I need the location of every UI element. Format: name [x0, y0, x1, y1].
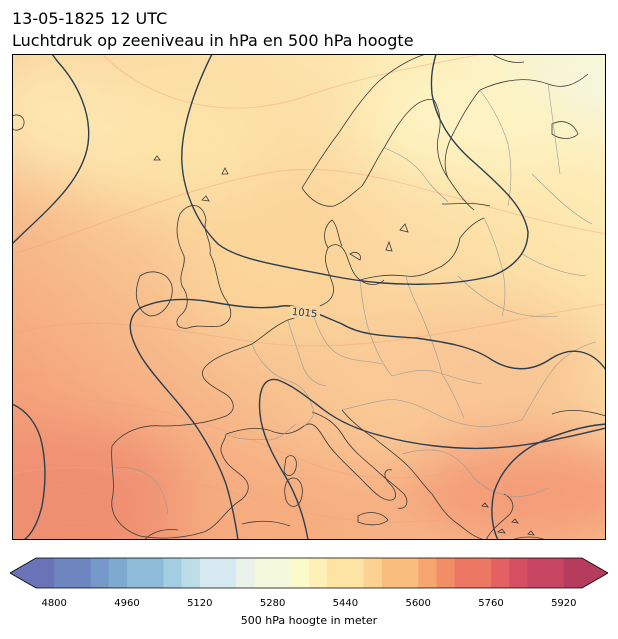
- colorbar-cell: [309, 558, 328, 588]
- colorbar-cell: [254, 558, 273, 588]
- colorbar-cell: [72, 558, 91, 588]
- colorbar-cell: [563, 558, 583, 588]
- colorbar-cell: [108, 558, 128, 588]
- colorbar-cell: [290, 558, 310, 588]
- weather-map: 1015: [12, 54, 606, 540]
- map-title-date: 13-05-1825 12 UTC: [12, 9, 168, 28]
- colorbar-cell: [454, 558, 474, 588]
- colorbar-cell: [218, 558, 237, 588]
- colorbar-cell: [272, 558, 292, 588]
- colorbar: [10, 557, 608, 589]
- colorbar-cell: [472, 558, 492, 588]
- colorbar-tick: 5760: [478, 598, 504, 609]
- colorbar-cell: [381, 558, 401, 588]
- colorbar-tick: 4800: [41, 598, 67, 609]
- borders: [115, 83, 597, 515]
- colorbar-cell: [236, 558, 255, 588]
- colorbar-tick: 5280: [259, 598, 286, 609]
- colorbar-cell: [400, 558, 419, 588]
- colorbar-extend-max: [582, 558, 608, 588]
- colorbar-cell: [36, 558, 55, 588]
- colorbar-tick: 4960: [114, 598, 140, 609]
- colorbar-label: 500 hPa hoogte in meter: [240, 614, 378, 627]
- colorbar-cell: [363, 558, 383, 588]
- map-frame: [12, 54, 606, 540]
- map-title-description: Luchtdruk op zeeniveau in hPa en 500 hPa…: [12, 31, 414, 50]
- colorbar-extend-min: [10, 558, 36, 588]
- colorbar-cells: [10, 558, 608, 588]
- colorbar-cell: [491, 558, 510, 588]
- colorbar-cell: [163, 558, 182, 588]
- isobar-label-1015: 1015: [291, 307, 317, 321]
- colorbar-tick: 5120: [187, 598, 213, 609]
- colorbar-tick: 5440: [332, 598, 359, 609]
- colorbar-tick: 5600: [405, 598, 431, 609]
- colorbar-cell: [527, 558, 546, 588]
- colorbar-cell: [90, 558, 110, 588]
- colorbar-cell: [418, 558, 437, 588]
- colorbar-cell: [54, 558, 73, 588]
- colorbar-tick: 5920: [551, 598, 577, 609]
- colorbar-cell: [127, 558, 146, 588]
- coastlines: [12, 54, 606, 540]
- colorbar-cell: [545, 558, 565, 588]
- colorbar-cell: [181, 558, 201, 588]
- colorbar-cell: [345, 558, 364, 588]
- isobars: [12, 54, 606, 540]
- geopotential-field: [12, 54, 606, 540]
- colorbar-cell: [436, 558, 455, 588]
- colorbar-cell: [199, 558, 219, 588]
- colorbar-cell: [145, 558, 164, 588]
- colorbar-cell: [327, 558, 346, 588]
- colorbar-cell: [509, 558, 528, 588]
